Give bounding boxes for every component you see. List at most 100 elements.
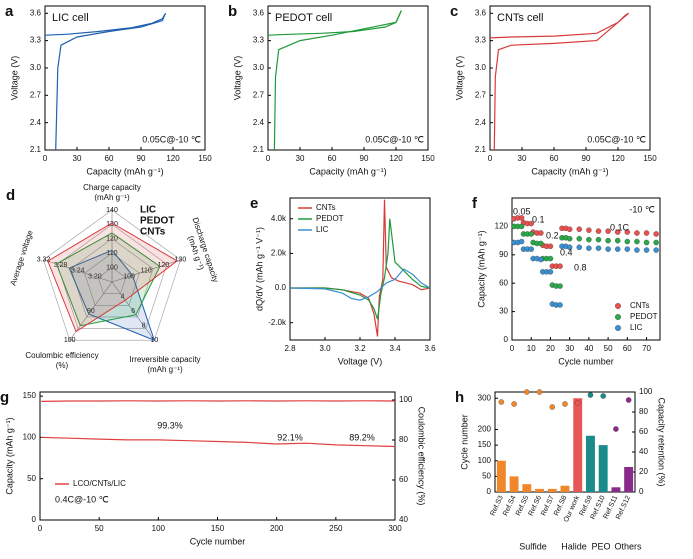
x-tick-label: 150 <box>643 154 657 163</box>
y-tick-label: 3.3 <box>30 36 42 45</box>
data-point <box>576 226 583 232</box>
data-point <box>518 223 525 230</box>
data-point <box>576 244 583 250</box>
data-point <box>586 227 592 233</box>
data-point <box>595 236 602 243</box>
y-axis-label: dQ/dV (mAh g⁻¹ V⁻¹) <box>254 227 264 311</box>
y-tick-label: 100 <box>478 456 492 465</box>
x-tick-label: 10 <box>527 344 536 353</box>
grid-ring <box>97 267 127 294</box>
axis-tick-label: 3.20 <box>88 273 102 280</box>
y-tick-label: 30 <box>499 307 508 316</box>
annotation: Halide <box>561 541 587 551</box>
data-point <box>653 231 659 237</box>
data-point <box>624 238 631 245</box>
data-point <box>536 389 543 395</box>
axis-label: Irreversible capacity <box>129 355 200 364</box>
data-point <box>557 302 563 308</box>
annotation: PEO <box>591 541 610 551</box>
y2-tick-label: 60 <box>399 475 408 484</box>
y-tick-label: 2.4 <box>253 118 265 127</box>
bar <box>547 488 557 492</box>
grid-ring <box>43 209 181 341</box>
x-tick-label: 120 <box>611 154 625 163</box>
data-point <box>653 247 659 253</box>
series-line <box>41 436 396 448</box>
annotation: 0.05C@-10 ℃ <box>142 134 201 144</box>
y-axis-label: Capacity (mAh g⁻¹) <box>476 230 486 307</box>
series-line <box>41 400 396 402</box>
annotation: 0.1C <box>610 222 630 232</box>
data-point <box>566 244 573 250</box>
axis-tick-label: 120 <box>106 236 118 243</box>
annotation: 89.2% <box>349 432 375 442</box>
y-tick-label: 300 <box>478 393 492 402</box>
y2-axis-label: Coulombic efficiency (%) <box>417 407 427 506</box>
x-tick-label: 300 <box>388 524 402 533</box>
legend-marker <box>615 303 621 309</box>
annotation: 0.1 <box>532 214 545 224</box>
axis-label: Charge capacity <box>83 183 141 192</box>
x-tick-label: 150 <box>198 154 212 163</box>
x-tick-label: 3.2 <box>354 344 366 353</box>
annotation: 0.4C@-10 ℃ <box>55 494 109 504</box>
x-tick-label: 200 <box>270 524 284 533</box>
data-point <box>605 246 611 252</box>
chart-title: LIC cell <box>52 12 89 24</box>
data-point <box>566 226 573 232</box>
data-point <box>614 246 621 252</box>
axis-tick-label: 6 <box>131 308 135 315</box>
data-point <box>518 238 525 245</box>
x-axis-label: Voltage (V) <box>338 356 383 366</box>
annotation: 99.3% <box>157 420 183 430</box>
y-axis-label: Voltage (V) <box>232 56 242 101</box>
data-point <box>549 404 556 410</box>
x-tick-label: 50 <box>604 344 613 353</box>
x-tick-label: 60 <box>623 344 632 353</box>
series-line <box>489 12 629 39</box>
x-tick-label: 120 <box>389 154 403 163</box>
y2-tick-label: 80 <box>399 435 408 444</box>
data-point <box>574 400 581 406</box>
x-tick-label: 100 <box>152 524 166 533</box>
x-tick-label: 90 <box>137 154 146 163</box>
data-point <box>643 247 650 253</box>
legend-label: CNTs <box>140 227 166 238</box>
axis-tick-label: 120 <box>158 262 170 269</box>
data-point <box>624 246 631 252</box>
y-tick-label: 50 <box>482 471 491 480</box>
legend-label: LIC <box>316 225 329 234</box>
axis-tick-label: 130 <box>175 257 187 264</box>
y-tick-label: 150 <box>23 391 37 400</box>
y2-tick-label: 40 <box>399 515 408 524</box>
legend-label: CNTs <box>316 203 336 212</box>
y-tick-label: 3.3 <box>475 36 487 45</box>
x-tick-label: 40 <box>584 344 593 353</box>
x-axis-label: Capacity (mAh g⁻¹) <box>86 166 163 176</box>
grid-ring <box>70 238 154 318</box>
bar <box>573 398 583 492</box>
data-point <box>595 228 602 234</box>
x-axis-label: Capacity (mAh g⁻¹) <box>309 166 386 176</box>
x-tick-label: 250 <box>329 524 343 533</box>
data-point <box>547 269 554 275</box>
data-point <box>614 229 621 235</box>
radar-area <box>55 232 161 327</box>
panel-letter: e <box>250 195 258 212</box>
y-tick-label: 2.4 <box>30 118 42 127</box>
plot-frame <box>511 197 661 341</box>
data-point <box>538 256 544 263</box>
series-line <box>493 12 630 151</box>
data-point <box>614 237 621 244</box>
y-tick-label: 4.0k <box>271 214 287 223</box>
y2-tick-label: 0 <box>639 487 644 496</box>
y-tick-label: 2.1 <box>475 145 487 154</box>
data-point <box>524 389 530 395</box>
x-tick-label: 0 <box>38 524 43 533</box>
x-tick-label: 50 <box>95 524 104 533</box>
chart-title: PEDOT cell <box>275 12 332 24</box>
annotation: 0.4 <box>560 247 573 257</box>
bar <box>624 467 634 492</box>
y2-tick-label: 40 <box>639 447 648 456</box>
x-tick-label: 120 <box>166 154 180 163</box>
